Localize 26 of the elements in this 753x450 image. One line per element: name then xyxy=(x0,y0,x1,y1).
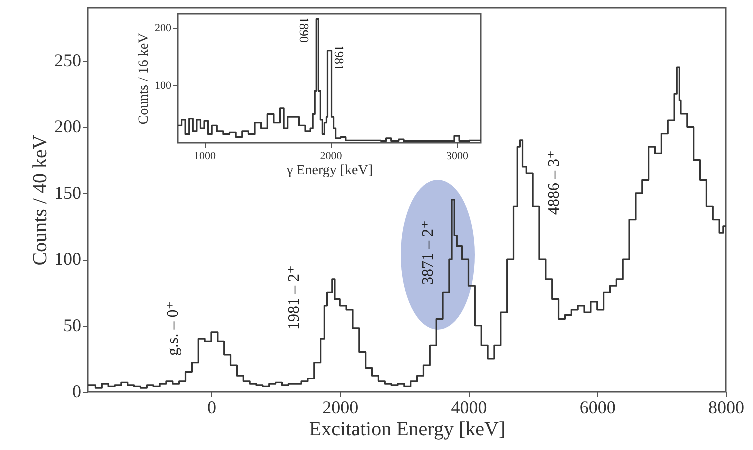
annotation: 1981 – 2⁺ xyxy=(286,266,303,330)
annotation: 4886 – 3⁺ xyxy=(546,150,563,215)
x-tick-label: 1000 xyxy=(194,150,217,162)
x-tick-label: 8000 xyxy=(708,398,744,418)
annotation: 1981 xyxy=(332,45,347,71)
x-tick-label: 4000 xyxy=(451,398,488,418)
y-tick-label: 150 xyxy=(54,182,82,203)
y-tick-label: 100 xyxy=(54,249,82,270)
annotation: 3871 – 2⁺ xyxy=(420,220,437,285)
x-tick-label: 2000 xyxy=(320,150,343,162)
y-tick-label: 50 xyxy=(64,315,82,336)
y-tick-label: 0 xyxy=(72,382,82,402)
x-tick-label: 6000 xyxy=(580,398,616,418)
x-tick-label: 2000 xyxy=(322,398,359,418)
y-axis-title: Counts / 40 keV xyxy=(30,134,52,266)
annotation: g.s. – 0⁺ xyxy=(165,301,182,356)
y-tick-label: 250 xyxy=(54,50,82,70)
y-tick-label: 200 xyxy=(155,22,172,34)
y-tick-label: 100 xyxy=(155,80,172,92)
x-tick-label: 3000 xyxy=(446,150,470,162)
y-tick-label: 200 xyxy=(54,116,82,137)
y-axis-title: Counts / 16 keV xyxy=(137,33,152,125)
annotation: 1890 xyxy=(297,17,312,43)
x-axis-title: Excitation Energy [keV] xyxy=(309,418,506,440)
x-axis-title: γ Energy [keV] xyxy=(286,164,374,178)
x-tick-label: 0 xyxy=(207,398,216,418)
